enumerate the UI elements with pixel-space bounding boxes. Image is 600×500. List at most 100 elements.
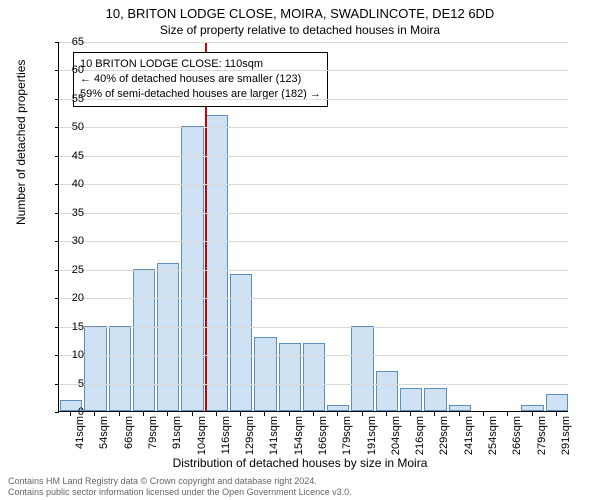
x-tick-mark (264, 412, 265, 416)
histogram-bar (279, 343, 301, 411)
y-tick-mark (55, 270, 59, 271)
footer-line-1: Contains HM Land Registry data © Crown c… (8, 476, 352, 487)
y-tick-label: 35 (72, 207, 84, 219)
x-tick-mark (143, 412, 144, 416)
histogram-bar (376, 371, 398, 411)
x-tick-label: 79sqm (147, 416, 159, 449)
y-tick-mark (55, 412, 59, 413)
x-tick-mark (459, 412, 460, 416)
grid-line (59, 99, 568, 100)
x-tick-label: 254sqm (487, 416, 499, 455)
x-tick-label: 129sqm (244, 416, 256, 455)
y-tick-mark (55, 70, 59, 71)
x-tick-label: 279sqm (536, 416, 548, 455)
grid-line (59, 156, 568, 157)
footer-attribution: Contains HM Land Registry data © Crown c… (8, 476, 352, 498)
chart-title-main: 10, BRITON LODGE CLOSE, MOIRA, SWADLINCO… (0, 6, 600, 21)
histogram-bar (303, 343, 325, 411)
annotation-line-2: ← 40% of detached houses are smaller (12… (80, 72, 321, 87)
y-tick-label: 25 (72, 264, 84, 276)
histogram-bar (546, 394, 568, 411)
grid-line (59, 355, 568, 356)
grid-line (59, 184, 568, 185)
x-tick-label: 266sqm (511, 416, 523, 455)
histogram-chart: 10 BRITON LODGE CLOSE: 110sqm ← 40% of d… (58, 42, 568, 434)
y-tick-label: 0 (78, 406, 84, 418)
histogram-bar (424, 388, 446, 411)
y-tick-mark (55, 298, 59, 299)
x-tick-label: 191sqm (366, 416, 378, 455)
histogram-bar (327, 405, 349, 411)
x-tick-mark (70, 412, 71, 416)
histogram-bar (181, 126, 203, 411)
x-tick-label: 91sqm (171, 416, 183, 449)
x-tick-label: 204sqm (390, 416, 402, 455)
x-tick-label: 241sqm (463, 416, 475, 455)
x-tick-label: 166sqm (317, 416, 329, 455)
x-tick-label: 41sqm (74, 416, 86, 449)
x-tick-label: 66sqm (123, 416, 135, 449)
grid-line (59, 327, 568, 328)
histogram-bar (521, 405, 543, 411)
x-tick-mark (240, 412, 241, 416)
y-tick-mark (55, 42, 59, 43)
histogram-bar (84, 326, 106, 411)
histogram-bar (109, 326, 131, 411)
grid-line (59, 241, 568, 242)
x-tick-label: 104sqm (196, 416, 208, 455)
footer-line-2: Contains public sector information licen… (8, 487, 352, 498)
grid-line (59, 42, 568, 43)
grid-line (59, 270, 568, 271)
y-tick-mark (55, 355, 59, 356)
y-axis-title: Number of detached properties (14, 60, 28, 225)
histogram-bar (230, 274, 252, 411)
x-tick-mark (313, 412, 314, 416)
y-tick-label: 15 (72, 321, 84, 333)
x-tick-mark (410, 412, 411, 416)
x-tick-label: 216sqm (414, 416, 426, 455)
x-tick-mark (167, 412, 168, 416)
grid-line (59, 70, 568, 71)
x-tick-mark (532, 412, 533, 416)
y-tick-mark (55, 213, 59, 214)
x-tick-label: 179sqm (341, 416, 353, 455)
x-tick-mark (337, 412, 338, 416)
y-tick-label: 65 (72, 36, 84, 48)
y-tick-label: 20 (72, 292, 84, 304)
x-tick-mark (192, 412, 193, 416)
y-tick-mark (55, 327, 59, 328)
chart-title-block: 10, BRITON LODGE CLOSE, MOIRA, SWADLINCO… (0, 0, 600, 37)
x-tick-mark (362, 412, 363, 416)
x-tick-label: 54sqm (98, 416, 110, 449)
x-tick-label: 141sqm (268, 416, 280, 455)
x-tick-mark (119, 412, 120, 416)
histogram-bar (351, 326, 373, 411)
x-tick-mark (556, 412, 557, 416)
histogram-bar (206, 115, 228, 411)
y-tick-label: 50 (72, 121, 84, 133)
plot-area: 10 BRITON LODGE CLOSE: 110sqm ← 40% of d… (58, 42, 568, 412)
histogram-bar (449, 405, 471, 411)
y-tick-label: 10 (72, 349, 84, 361)
x-tick-mark (507, 412, 508, 416)
y-tick-label: 55 (72, 93, 84, 105)
y-tick-mark (55, 184, 59, 185)
grid-line (59, 213, 568, 214)
x-tick-label: 154sqm (293, 416, 305, 455)
histogram-bar (400, 388, 422, 411)
y-tick-mark (55, 156, 59, 157)
x-tick-mark (483, 412, 484, 416)
y-tick-mark (55, 384, 59, 385)
y-tick-mark (55, 99, 59, 100)
histogram-bar (254, 337, 276, 411)
y-tick-mark (55, 127, 59, 128)
grid-line (59, 384, 568, 385)
y-tick-label: 5 (78, 378, 84, 390)
x-tick-label: 116sqm (220, 416, 232, 454)
grid-line (59, 127, 568, 128)
x-tick-label: 291sqm (560, 416, 572, 455)
x-axis-title: Distribution of detached houses by size … (0, 456, 600, 470)
y-tick-label: 30 (72, 235, 84, 247)
x-tick-mark (289, 412, 290, 416)
x-tick-label: 229sqm (438, 416, 450, 455)
